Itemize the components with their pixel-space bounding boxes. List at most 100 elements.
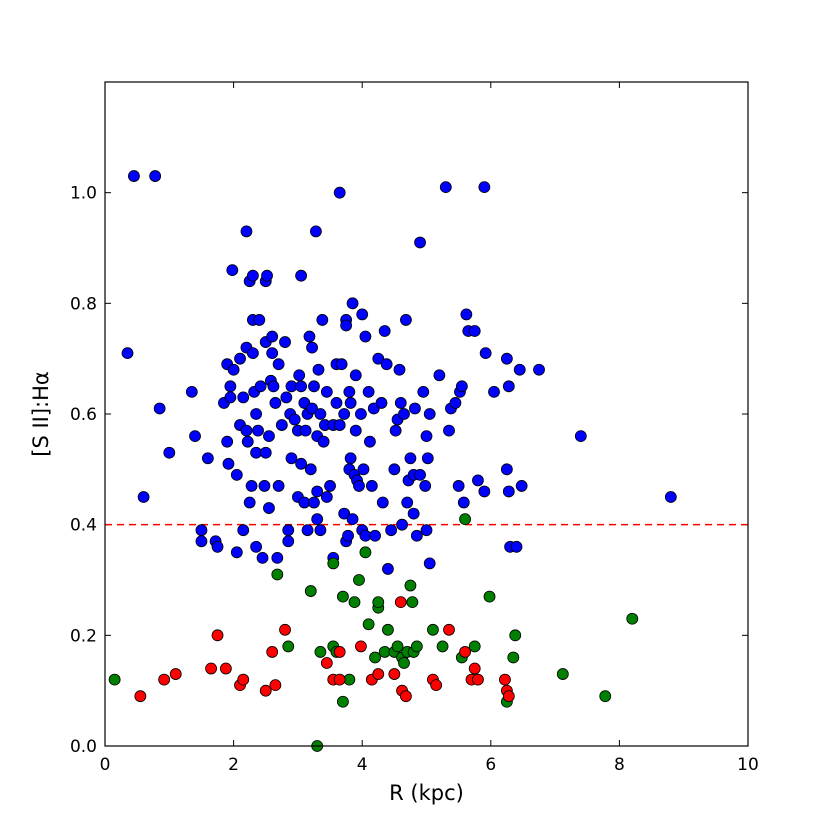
data-point: [333, 673, 346, 686]
data-point: [342, 529, 354, 542]
data-point: [263, 430, 275, 443]
data-point: [333, 419, 346, 431]
data-point: [509, 629, 522, 642]
data-point: [375, 397, 388, 409]
data-point: [483, 590, 496, 603]
data-point: [396, 518, 408, 531]
y-tick-label: 1.0: [70, 184, 97, 204]
y-tick-label: 0.6: [70, 405, 97, 425]
data-point: [338, 507, 351, 520]
data-point: [337, 695, 349, 708]
data-point: [258, 480, 271, 492]
data-point: [285, 452, 298, 465]
data-point: [224, 380, 237, 393]
data-point: [574, 430, 587, 443]
data-point: [410, 529, 423, 542]
data-point: [317, 435, 330, 448]
data-point: [364, 435, 376, 448]
data-point: [338, 408, 351, 420]
data-point: [149, 170, 162, 182]
data-point: [414, 468, 426, 481]
data-point: [189, 430, 201, 443]
data-point: [234, 352, 246, 365]
data-point: [310, 225, 322, 238]
data-point: [344, 452, 357, 465]
data-point: [468, 325, 481, 337]
series-0: [121, 170, 677, 575]
data-point: [267, 380, 280, 393]
data-point: [507, 651, 520, 664]
data-point: [389, 424, 402, 437]
series-2: [134, 596, 515, 703]
data-point: [382, 563, 394, 575]
data-point: [349, 424, 362, 437]
data-point: [388, 668, 401, 680]
data-point: [362, 385, 375, 398]
data-point: [439, 181, 452, 194]
data-point: [346, 513, 359, 526]
data-point: [304, 585, 317, 597]
data-point: [269, 397, 282, 409]
data-point: [272, 358, 285, 371]
data-point: [266, 347, 279, 360]
data-point: [271, 551, 284, 564]
data-point: [420, 524, 433, 537]
data-point: [488, 385, 500, 398]
data-point: [449, 397, 462, 409]
data-point: [333, 186, 346, 199]
data-point: [320, 385, 333, 398]
data-point: [599, 690, 612, 703]
data-point: [320, 657, 333, 669]
data-point: [320, 491, 333, 503]
data-point: [457, 496, 470, 509]
data-point: [359, 546, 372, 559]
data-point: [359, 330, 372, 343]
data-point: [499, 673, 511, 686]
data-point: [430, 679, 443, 692]
data-point: [502, 485, 515, 498]
data-point: [410, 640, 423, 653]
data-point: [237, 391, 250, 404]
data-point: [372, 352, 385, 365]
data-point: [404, 579, 417, 592]
y-tick-label: 0.8: [70, 294, 97, 314]
data-point: [337, 590, 349, 603]
data-point: [282, 640, 295, 653]
data-point: [664, 491, 677, 503]
data-point: [230, 546, 243, 559]
data-point: [237, 524, 250, 537]
x-tick-label: 10: [737, 755, 759, 775]
data-point: [240, 424, 253, 437]
data-point: [295, 269, 308, 282]
data-point: [221, 435, 234, 448]
data-point: [369, 651, 381, 664]
data-point: [407, 507, 420, 520]
data-point: [314, 524, 327, 537]
data-point: [134, 690, 147, 703]
data-point: [472, 474, 484, 487]
data-point: [246, 269, 259, 282]
x-tick-label: 2: [228, 755, 239, 775]
data-point: [421, 452, 434, 465]
data-point: [108, 673, 121, 686]
data-point: [460, 308, 473, 321]
data-point: [312, 363, 325, 376]
data-point: [626, 612, 639, 625]
data-point: [250, 408, 263, 420]
data-point: [348, 596, 361, 609]
y-axis-label: [S II]:Hα: [29, 371, 53, 457]
data-point: [500, 352, 513, 365]
data-point: [128, 170, 140, 182]
data-point: [327, 557, 340, 570]
data-point: [401, 496, 414, 509]
data-point: [211, 629, 224, 642]
data-point: [295, 457, 308, 470]
data-point: [169, 668, 182, 680]
data-point: [311, 485, 324, 498]
data-point: [275, 419, 288, 431]
data-point: [423, 408, 436, 420]
data-point: [356, 308, 369, 321]
data-point: [201, 452, 214, 465]
data-point: [436, 640, 449, 653]
data-point: [500, 463, 513, 476]
